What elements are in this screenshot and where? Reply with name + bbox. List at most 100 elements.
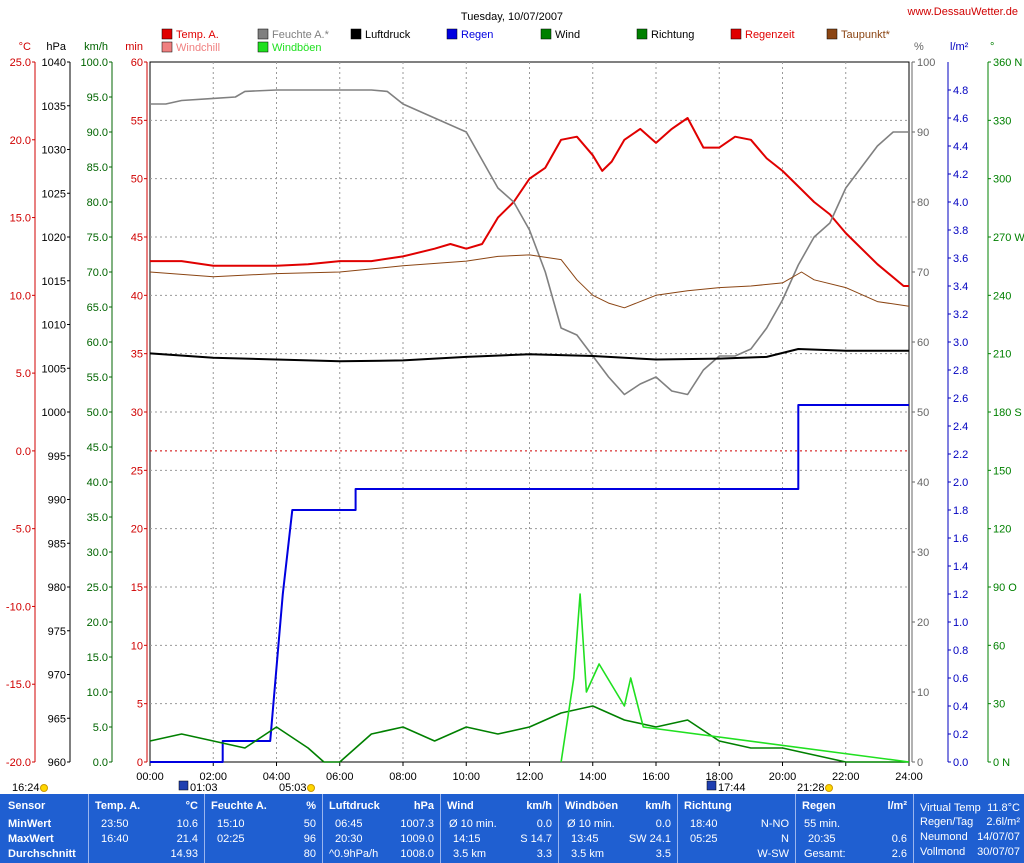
legend-label: Feuchte A.* xyxy=(272,29,330,41)
x-tick-label: 14:00 xyxy=(579,771,607,783)
pressure-tick-label: 1025 xyxy=(42,188,66,200)
wind-unit: km/h xyxy=(526,800,552,812)
legend-swatch xyxy=(636,28,648,40)
x-tick-label: 20:00 xyxy=(769,771,797,783)
rain-tick-label: 0.4 xyxy=(953,701,968,713)
temp-tick-label: 20.0 xyxy=(10,135,31,147)
x-tick-label: 24:00 xyxy=(895,771,923,783)
stats-col-gust: Windböen km/h Ø 10 min. 0.0 13:45 SW 24.… xyxy=(559,794,677,863)
direction-tick-label: 180 S xyxy=(993,407,1022,419)
wind-tick-label: 25.0 xyxy=(87,582,108,594)
legend-swatch xyxy=(257,28,269,40)
legend-swatch xyxy=(161,28,173,40)
wind-min-val: 0.0 xyxy=(536,818,552,830)
min-row-label: MinWert xyxy=(8,818,52,830)
hum-min-time: 15:10 xyxy=(217,818,245,830)
direction-tick-label: 360 N xyxy=(993,57,1022,69)
x-tick-label: 00:00 xyxy=(136,771,164,783)
minutes-tick-label: 20 xyxy=(131,524,143,536)
wind-max-val: S 14.7 xyxy=(520,833,552,845)
hum-unit: % xyxy=(306,800,316,812)
sun-label: 21:28 xyxy=(797,782,825,794)
press-min-val: 1007.3 xyxy=(400,818,434,830)
site-link[interactable]: www.DessauWetter.de xyxy=(907,6,1018,18)
minutes-tick-label: 30 xyxy=(131,407,143,419)
wind-tick-label: 35.0 xyxy=(87,512,108,524)
dir-head: Richtung xyxy=(684,800,732,812)
rain-tick-label: 1.8 xyxy=(953,505,968,517)
pressure-tick-label: 985 xyxy=(48,538,66,550)
rain-max-val: 0.6 xyxy=(891,833,907,845)
legend-label: Temp. A. xyxy=(176,29,219,41)
wind-tick-label: 80.0 xyxy=(87,197,108,209)
minutes-tick-label: 10 xyxy=(131,640,143,652)
direction-axis-unit: ° xyxy=(990,41,994,53)
hum-min-val: 50 xyxy=(303,818,316,830)
pressure-axis-unit: hPa xyxy=(46,41,66,53)
gust-avg-val: 3.5 xyxy=(655,848,671,860)
temp-axis-unit: °C xyxy=(19,41,31,53)
wind-tick-label: 90.0 xyxy=(87,127,108,139)
legend-label: Wind xyxy=(555,29,580,41)
rain-day-label: Regen/Tag xyxy=(920,816,974,828)
legend-label: Luftdruck xyxy=(365,29,411,41)
temp-max-time: 16:40 xyxy=(101,833,129,845)
pressure-tick-label: 965 xyxy=(48,713,66,725)
rain-tick-label: 2.6 xyxy=(953,393,968,405)
x-tick-label: 06:00 xyxy=(326,771,354,783)
minutes-tick-label: 60 xyxy=(131,57,143,69)
stats-panel: Sensor MinWert MaxWert Durchschnitt Temp… xyxy=(0,794,1024,863)
wind-tick-label: 70.0 xyxy=(87,267,108,279)
rain-tick-label: 4.2 xyxy=(953,169,968,181)
rain-tick-label: 3.4 xyxy=(953,281,968,293)
press-max-val: 1009.0 xyxy=(400,833,434,845)
wind-head: Wind xyxy=(447,800,474,812)
rain-day-val: 2.6l/m² xyxy=(986,816,1020,828)
gust-head: Windböen xyxy=(565,800,619,812)
wind-tick-label: 40.0 xyxy=(87,477,108,489)
x-tick-label: 10:00 xyxy=(452,771,480,783)
x-tick-label: 18:00 xyxy=(705,771,733,783)
humidity-tick-label: 20 xyxy=(917,617,929,629)
rain-total-label: Gesamt: xyxy=(804,848,846,860)
temp-min-val: 10.6 xyxy=(176,818,198,830)
series-windb-en xyxy=(560,593,910,763)
direction-tick-label: 150 xyxy=(993,465,1011,477)
wind-tick-label: 100.0 xyxy=(80,57,108,69)
humidity-tick-label: 30 xyxy=(917,547,929,559)
stats-col-temp: Temp. A. °C 23:50 10.6 16:40 21.4 14.93 xyxy=(89,794,204,863)
stats-col-rain: Regen l/m² 55 min. 20:35 0.6 Gesamt: 2.6 xyxy=(796,794,913,863)
press-unit: hPa xyxy=(413,800,434,812)
stats-col-wind: Wind km/h Ø 10 min. 0.0 14:15 S 14.7 3.5… xyxy=(441,794,558,863)
stats-col-sensor: Sensor MinWert MaxWert Durchschnitt xyxy=(0,794,88,863)
x-tick-label: 04:00 xyxy=(263,771,291,783)
legend-label: Taupunkt* xyxy=(841,29,891,41)
wind-tick-label: 45.0 xyxy=(87,442,108,454)
wind-tick-label: 20.0 xyxy=(87,617,108,629)
series-temp-a- xyxy=(150,117,909,287)
legend-swatch xyxy=(161,41,173,53)
rain-tick-label: 1.0 xyxy=(953,617,968,629)
sun-icon xyxy=(825,784,833,792)
wind-tick-label: 30.0 xyxy=(87,547,108,559)
temp-tick-label: -20.0 xyxy=(6,757,31,769)
rain-tick-label: 0.0 xyxy=(953,757,968,769)
minutes-tick-label: 40 xyxy=(131,290,143,302)
direction-tick-label: 330 xyxy=(993,115,1011,127)
minutes-tick-label: 45 xyxy=(131,232,143,244)
rain-tick-label: 4.0 xyxy=(953,197,968,209)
minutes-tick-label: 35 xyxy=(131,349,143,361)
temp-tick-label: 25.0 xyxy=(10,57,31,69)
direction-tick-label: 60 xyxy=(993,640,1005,652)
wind-tick-label: 15.0 xyxy=(87,652,108,664)
rain-tick-label: 0.2 xyxy=(953,729,968,741)
rain-tick-label: 4.4 xyxy=(953,141,968,153)
avg-row-label: Durchschnitt xyxy=(8,848,76,860)
rain-tick-label: 3.2 xyxy=(953,309,968,321)
wind-tick-label: 75.0 xyxy=(87,232,108,244)
wind-tick-label: 65.0 xyxy=(87,302,108,314)
minutes-tick-label: 15 xyxy=(131,582,143,594)
humidity-tick-label: 70 xyxy=(917,267,929,279)
legend-swatch xyxy=(257,41,269,53)
chart-grid xyxy=(149,61,910,763)
